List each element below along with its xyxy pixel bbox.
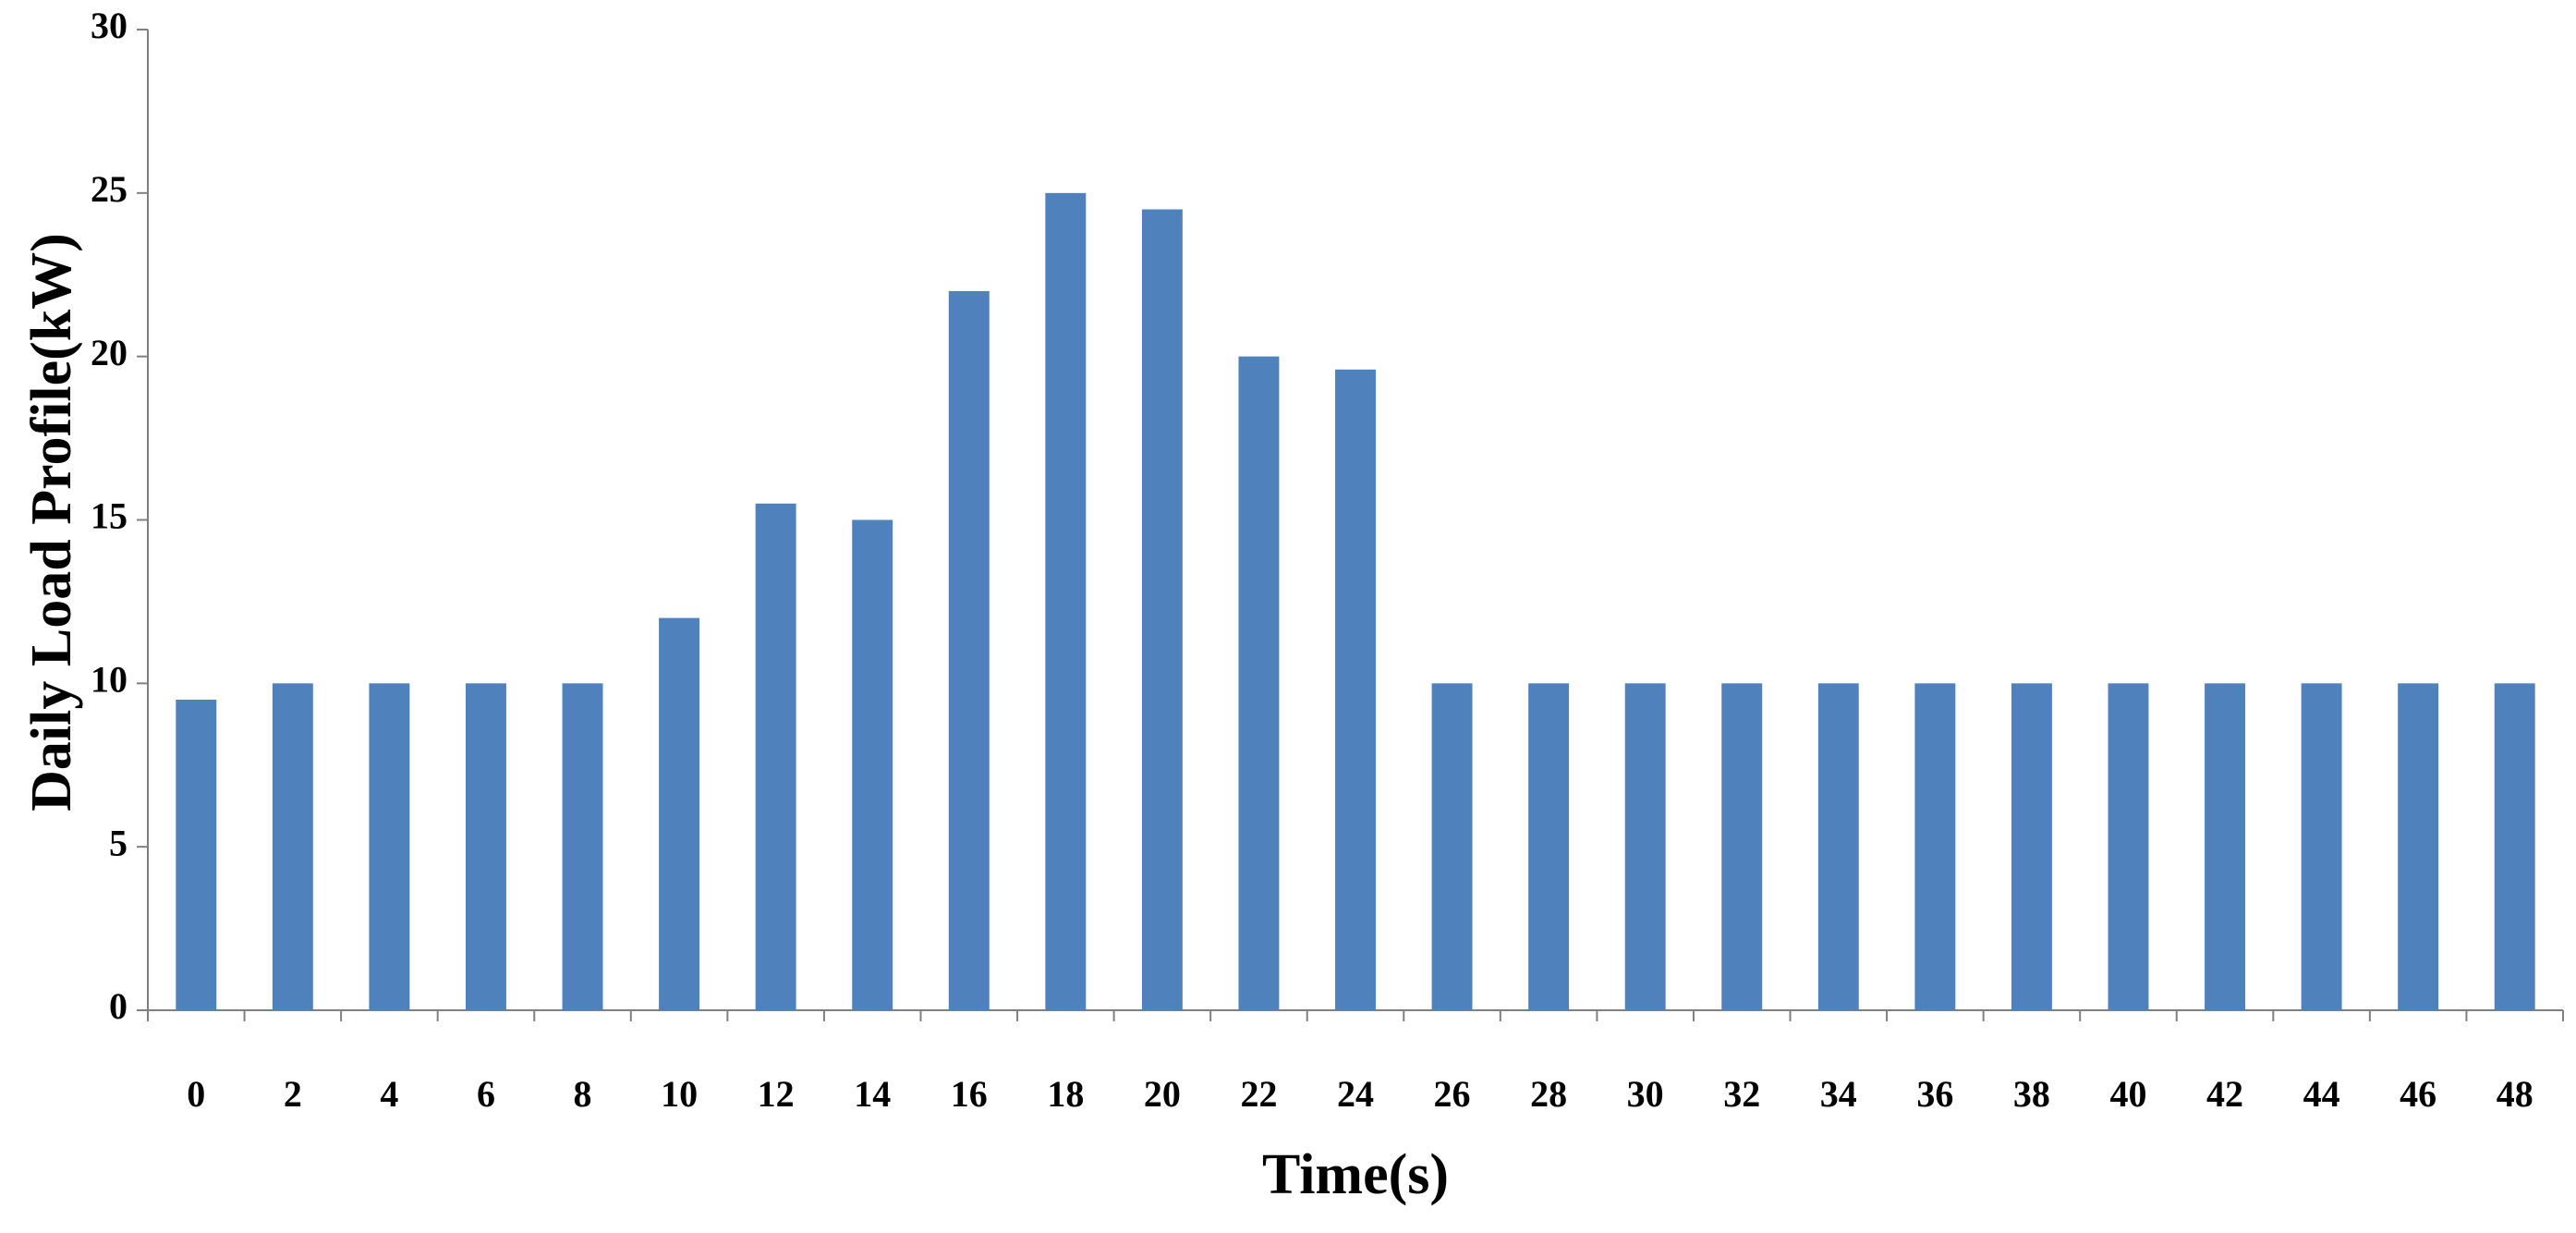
bar <box>2011 683 2052 1010</box>
x-tick-label: 26 <box>1434 1073 1471 1115</box>
y-tick-label: 25 <box>91 168 128 210</box>
x-tick-label: 12 <box>758 1073 795 1115</box>
x-tick-label: 34 <box>1820 1073 1857 1115</box>
x-tick-label: 28 <box>1530 1073 1567 1115</box>
bar <box>755 503 796 1010</box>
x-tick-label: 32 <box>1723 1073 1760 1115</box>
x-tick-label: 24 <box>1337 1073 1374 1115</box>
x-tick-label: 22 <box>1240 1073 1277 1115</box>
bar <box>1721 683 1763 1010</box>
x-tick-label: 10 <box>661 1073 698 1115</box>
bar <box>1528 683 1570 1010</box>
bar <box>2108 683 2149 1010</box>
bar <box>2398 683 2439 1010</box>
x-tick-label: 30 <box>1627 1073 1664 1115</box>
bar <box>272 683 313 1010</box>
x-axis-title: Time(s) <box>1262 1143 1449 1206</box>
bar <box>1238 356 1280 1011</box>
bar <box>2301 683 2342 1010</box>
x-tick-label: 38 <box>2013 1073 2050 1115</box>
bar <box>948 290 990 1010</box>
y-tick-label: 5 <box>109 822 128 863</box>
x-tick-label: 46 <box>2400 1073 2436 1115</box>
bar <box>659 617 700 1010</box>
y-tick-label: 20 <box>91 332 128 373</box>
bar <box>369 683 410 1010</box>
x-tick-label: 14 <box>854 1073 891 1115</box>
x-tick-label: 42 <box>2206 1073 2243 1115</box>
bar <box>176 700 217 1010</box>
bar <box>1141 209 1183 1010</box>
bar <box>1045 192 1087 1011</box>
x-tick-label: 44 <box>2303 1073 2340 1115</box>
x-tick-label: 4 <box>380 1073 398 1115</box>
x-tick-label: 16 <box>951 1073 988 1115</box>
bar <box>2494 683 2535 1010</box>
y-axis-title: Daily Load Profile(kW) <box>20 233 83 812</box>
y-tick-label: 10 <box>91 659 128 701</box>
x-tick-label: 2 <box>284 1073 302 1115</box>
bar <box>562 683 603 1010</box>
bar <box>466 683 506 1010</box>
y-tick-label: 0 <box>109 985 128 1027</box>
x-tick-label: 6 <box>477 1073 495 1115</box>
x-tick-label: 0 <box>187 1073 205 1115</box>
bar <box>1335 369 1376 1010</box>
x-tick-label: 18 <box>1047 1073 1084 1115</box>
x-tick-label: 40 <box>2109 1073 2146 1115</box>
bar <box>1431 683 1473 1010</box>
x-tick-label: 8 <box>574 1073 592 1115</box>
x-tick-label: 48 <box>2497 1073 2533 1115</box>
bar <box>2205 683 2245 1010</box>
bar <box>1914 683 1956 1010</box>
y-tick-label: 15 <box>91 495 128 537</box>
y-tick-label: 30 <box>91 5 128 46</box>
x-tick-label: 20 <box>1144 1073 1181 1115</box>
bar <box>1817 683 1859 1010</box>
x-tick-label: 36 <box>1916 1073 1953 1115</box>
bar <box>852 519 893 1010</box>
bar <box>1624 683 1666 1010</box>
